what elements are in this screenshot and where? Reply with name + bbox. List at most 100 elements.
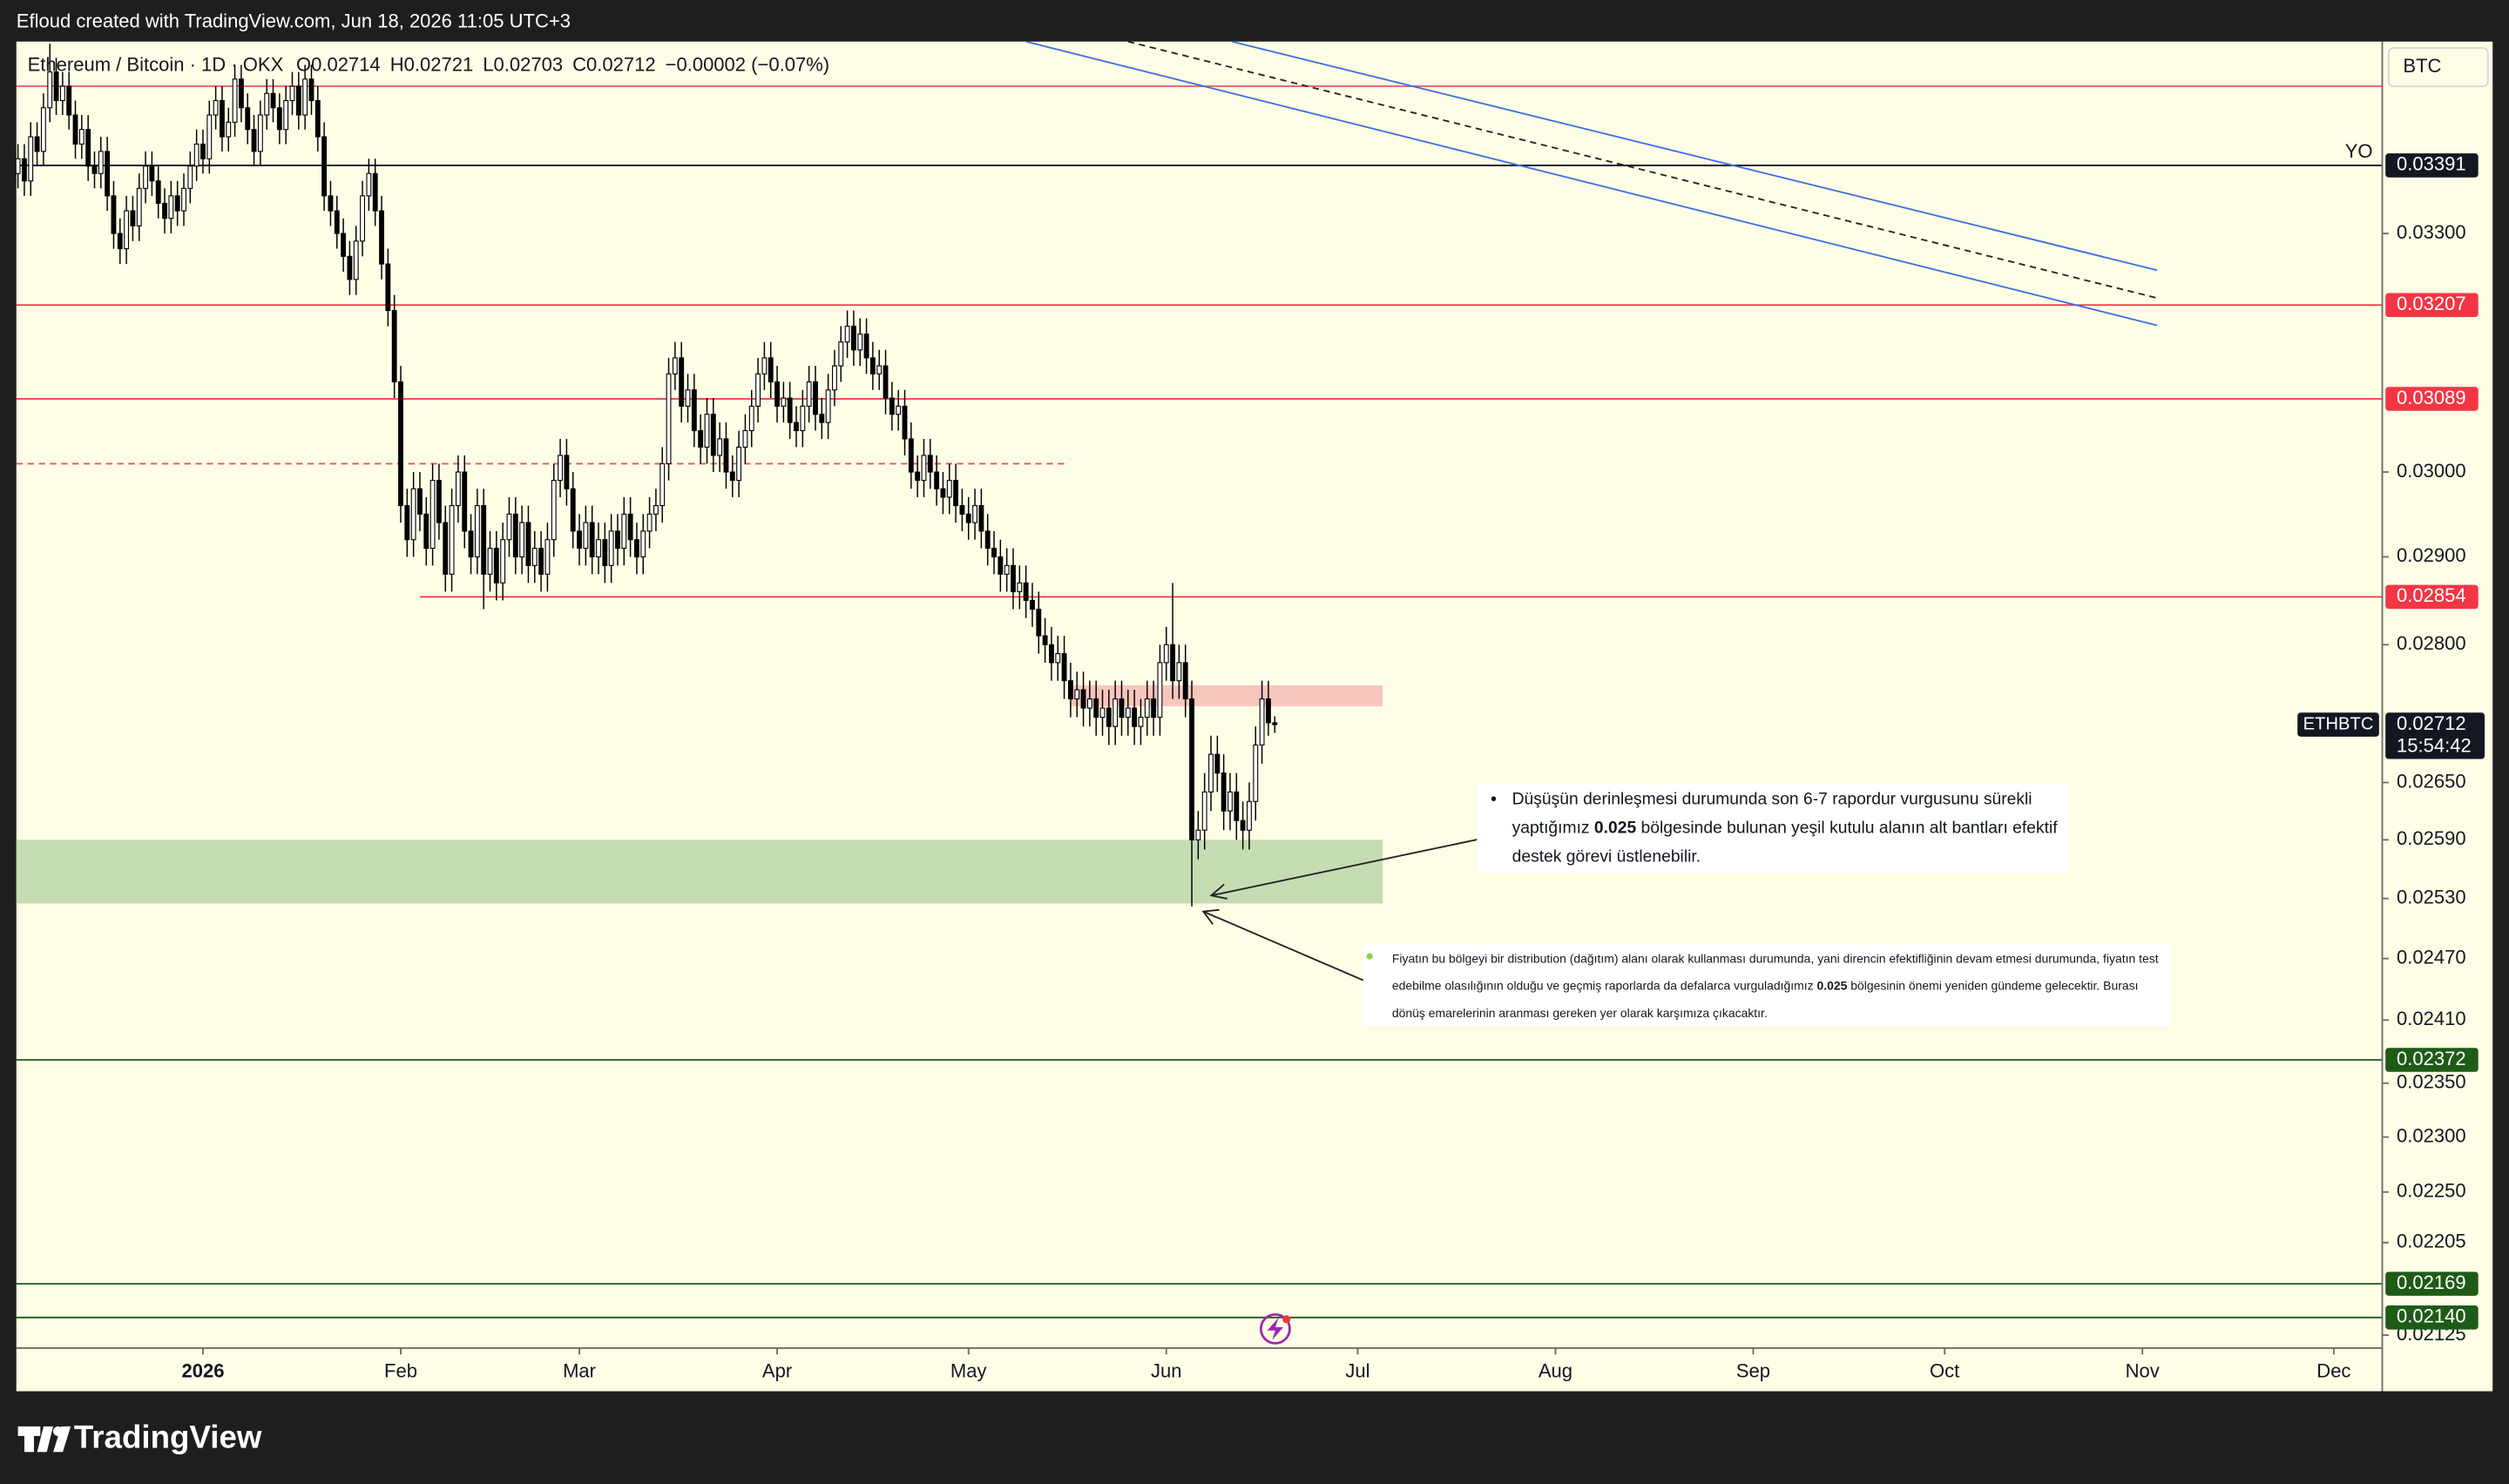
candle-body (978, 505, 984, 532)
candle-body (462, 471, 468, 532)
candle-body (1004, 564, 1010, 575)
note-item: Düşüşün derinleşmesi durumunda son 6-7 r… (1512, 786, 2069, 872)
candle-body (544, 539, 551, 575)
candle-body (47, 71, 53, 109)
open-prefix: O (296, 53, 311, 75)
candle-body (149, 165, 155, 182)
candle-body (21, 158, 27, 182)
candle-body (869, 357, 876, 374)
candle-body (589, 522, 595, 557)
candle-body (723, 438, 729, 473)
price-badge (2385, 387, 2479, 411)
candle-body (270, 92, 276, 109)
candle-body (404, 505, 410, 541)
candle-body (813, 381, 818, 415)
candle-body (1093, 698, 1099, 718)
candle-body (257, 114, 263, 152)
candle-body (1017, 582, 1023, 592)
zone (16, 840, 1383, 904)
candle-body (615, 530, 620, 550)
note: Düşüşün derinleşmesi durumunda son 6-7 r… (1477, 783, 2069, 874)
candle-body (774, 381, 780, 407)
candle-body (1112, 698, 1119, 727)
brand: TradingView (74, 1419, 262, 1454)
candle-body (1119, 698, 1125, 718)
candle-body (1132, 707, 1138, 727)
candle-body (206, 114, 213, 159)
candle-body (302, 78, 308, 116)
candle-body (1080, 689, 1086, 709)
candle-body (787, 397, 793, 423)
candle-body (226, 121, 232, 138)
candle-body (334, 210, 340, 234)
candle-body (155, 180, 161, 205)
candle-body (1253, 744, 1259, 802)
candle-body (742, 429, 748, 448)
icon[interactable] (1259, 1312, 1291, 1345)
candle-body (1023, 582, 1029, 601)
candle-body (238, 78, 244, 109)
candle-body (729, 471, 735, 482)
candle-body (449, 505, 455, 575)
candle-body (353, 240, 359, 280)
price-badge-label: 0.02169 (2397, 1272, 2466, 1293)
candle-body (959, 505, 965, 515)
candle-body (193, 143, 200, 167)
candle-body (1011, 564, 1016, 592)
low-value: 0.02703 (493, 53, 563, 75)
brand-logo (17, 1426, 54, 1453)
y-tick-label: 0.02250 (2397, 1180, 2466, 1202)
candle-body (863, 334, 869, 359)
candle-body (360, 195, 365, 242)
candle-body (1247, 800, 1252, 831)
note-box: Fiyatın bu bölgeyi bir distribution (dağ… (1363, 943, 2172, 1027)
currency: BTC (2403, 55, 2441, 77)
candle-body (838, 341, 844, 367)
note-bold: 0.025 (1593, 819, 1637, 839)
candle-body (558, 455, 563, 482)
candle-body (1036, 608, 1042, 637)
candle-body (717, 438, 723, 456)
candle-body (512, 513, 518, 557)
candle-body (666, 373, 672, 464)
candle-body (308, 78, 314, 102)
note-text: Fiyatın bu bölgeyi bir distribution (dağ… (1391, 950, 2159, 993)
high-prefix: H (390, 53, 404, 75)
candle-body (1086, 698, 1092, 709)
candle-body (34, 136, 40, 152)
candle-body (525, 522, 531, 566)
candle-body (755, 373, 761, 407)
close-prefix: C (572, 53, 586, 75)
candle-body (691, 389, 697, 432)
x-tick-label: 2026 (181, 1359, 224, 1381)
candle-body (896, 405, 902, 415)
candle-body (347, 255, 353, 280)
candle-body (1067, 680, 1073, 700)
price-badge-label: 0.02140 (2397, 1305, 2466, 1327)
candle-body (915, 471, 921, 482)
symbol: Ethereum / Bitcoin · 1D · OKX (28, 53, 284, 75)
candle-body (1138, 717, 1144, 727)
candle-body (410, 488, 416, 541)
candle-body (1125, 707, 1131, 718)
candle-body (276, 107, 282, 131)
candle-body (1061, 653, 1067, 682)
candle-body (596, 539, 601, 557)
candle-body (902, 405, 908, 440)
candle-body (168, 195, 174, 219)
candle-body (1208, 753, 1214, 793)
y-tick-label: 0.02650 (2397, 770, 2466, 792)
candle-body (1182, 662, 1188, 700)
candle-body (1272, 722, 1278, 725)
price-badge-label: 0.02854 (2397, 584, 2466, 606)
candle-body (366, 172, 372, 197)
candle-body (538, 547, 544, 575)
candle-body (1170, 644, 1176, 682)
candle-body (1201, 791, 1207, 831)
candle-body (1030, 599, 1035, 610)
candle-body (781, 397, 787, 407)
candle-body (436, 480, 442, 523)
candle-body (984, 530, 991, 550)
candle-body (78, 129, 85, 145)
